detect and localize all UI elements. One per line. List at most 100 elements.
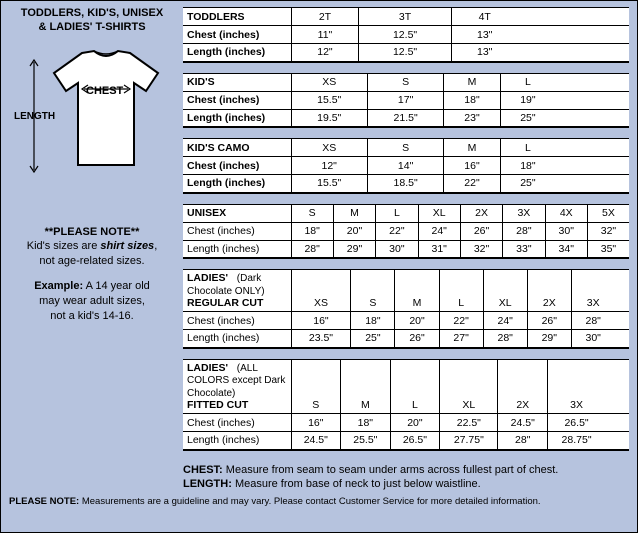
row-label: Chest (inches) <box>183 91 291 109</box>
note-header: **PLEASE NOTE** <box>9 225 175 240</box>
size-header: S <box>351 270 395 312</box>
size-cell <box>518 44 540 62</box>
size-cell: 18" <box>500 157 555 175</box>
size-cell: 26" <box>395 330 439 348</box>
sizing-chart-page: TODDLERS, KID'S, UNISEX & LADIES' T-SHIR… <box>0 0 638 533</box>
size-cell: 18" <box>444 91 500 109</box>
table-unisex: UNISEXSMLXL2X3X4X5XChest (inches)18"20"2… <box>183 204 629 260</box>
title-line-2: & LADIES' T-SHIRTS <box>38 21 145 33</box>
size-cell <box>574 157 592 175</box>
size-cell: 15.5" <box>291 175 367 193</box>
size-cell <box>540 44 562 62</box>
size-cell: 32" <box>460 240 502 258</box>
size-cell: 24" <box>483 312 527 330</box>
size-cell: 22" <box>444 175 500 193</box>
size-cell: 32" <box>587 222 629 240</box>
size-cell: 23.5" <box>291 330 351 348</box>
size-cell: 19" <box>500 91 555 109</box>
size-header: XS <box>291 73 367 91</box>
size-cell: 24" <box>418 222 460 240</box>
size-cell <box>592 157 610 175</box>
size-cell: 29" <box>527 330 571 348</box>
table-ladies-regular: LADIES' (Dark Chocolate ONLY)REGULAR CUT… <box>183 269 629 349</box>
row-label: Length (inches) <box>183 330 291 348</box>
size-cell: 30" <box>376 240 418 258</box>
size-header: 2T <box>291 8 359 26</box>
size-header <box>555 139 573 157</box>
size-cell: 25" <box>351 330 395 348</box>
size-cell: 18" <box>341 414 391 432</box>
size-cell: 13" <box>451 26 518 44</box>
size-cell <box>592 175 610 193</box>
size-cell <box>607 26 629 44</box>
length-measure-label: LENGTH: <box>183 478 232 490</box>
size-cell: 12.5" <box>359 26 451 44</box>
size-cell: 18" <box>291 222 333 240</box>
size-header: 3X <box>548 359 606 414</box>
size-cell <box>540 26 562 44</box>
size-header: M <box>395 270 439 312</box>
size-cell: 27.75" <box>440 432 498 450</box>
size-cell: 12" <box>291 44 359 62</box>
size-cell: 25" <box>500 175 555 193</box>
size-header: S <box>291 359 341 414</box>
size-cell <box>592 91 610 109</box>
note-line-1: Kid's sizes are shirt sizes, <box>9 239 175 254</box>
table-ladies-fitted: LADIES' (ALL COLORS except Dark Chocolat… <box>183 359 629 451</box>
left-column: TODDLERS, KID'S, UNISEX & LADIES' T-SHIR… <box>9 7 175 461</box>
note-line-2: not age-related sizes. <box>9 254 175 269</box>
size-cell: 25.5" <box>341 432 391 450</box>
size-cell: 20" <box>390 414 440 432</box>
tshirt-icon <box>42 47 172 175</box>
size-cell: 26.5" <box>390 432 440 450</box>
row-label: Chest (inches) <box>183 26 291 44</box>
size-header: L <box>500 73 555 91</box>
size-cell: 29" <box>333 240 375 258</box>
size-cell: 28.75" <box>548 432 606 450</box>
size-header: XS <box>291 270 351 312</box>
size-cell <box>562 44 584 62</box>
size-cell: 28" <box>571 312 614 330</box>
size-header: XL <box>418 204 460 222</box>
size-cell: 33" <box>503 240 545 258</box>
size-cell: 28" <box>498 432 548 450</box>
row-label: Length (inches) <box>183 109 291 127</box>
size-header: M <box>444 139 500 157</box>
size-cell: 18" <box>351 312 395 330</box>
size-cell: 26" <box>460 222 502 240</box>
table-header-label: LADIES' (Dark Chocolate ONLY)REGULAR CUT <box>183 270 291 312</box>
size-cell <box>584 44 606 62</box>
size-header: XL <box>440 359 498 414</box>
size-header <box>592 73 610 91</box>
size-cell: 14" <box>367 157 443 175</box>
table-header-label: LADIES' (ALL COLORS except Dark Chocolat… <box>183 359 291 414</box>
size-cell <box>610 91 629 109</box>
size-cell: 21.5" <box>367 109 443 127</box>
row-label: Chest (inches) <box>183 222 291 240</box>
size-header: M <box>333 204 375 222</box>
size-cell: 22.5" <box>440 414 498 432</box>
size-cell <box>605 414 617 432</box>
size-header: S <box>291 204 333 222</box>
size-cell: 25" <box>500 109 555 127</box>
table-header-label: UNISEX <box>183 204 291 222</box>
size-cell: 31" <box>418 240 460 258</box>
size-cell <box>607 44 629 62</box>
size-header <box>555 73 573 91</box>
size-cell: 27" <box>439 330 483 348</box>
size-cell <box>617 414 629 432</box>
size-cell <box>605 432 617 450</box>
size-cell: 22" <box>376 222 418 240</box>
size-cell: 26.5" <box>548 414 606 432</box>
row-label: Length (inches) <box>183 175 291 193</box>
size-header <box>574 73 592 91</box>
size-cell: 19.5" <box>291 109 367 127</box>
size-header <box>607 8 629 26</box>
size-header: M <box>341 359 391 414</box>
size-header: 2X <box>498 359 548 414</box>
size-cell <box>555 109 573 127</box>
size-cell: 30" <box>545 222 587 240</box>
size-header: L <box>500 139 555 157</box>
size-cell <box>592 109 610 127</box>
size-cell: 16" <box>291 414 341 432</box>
